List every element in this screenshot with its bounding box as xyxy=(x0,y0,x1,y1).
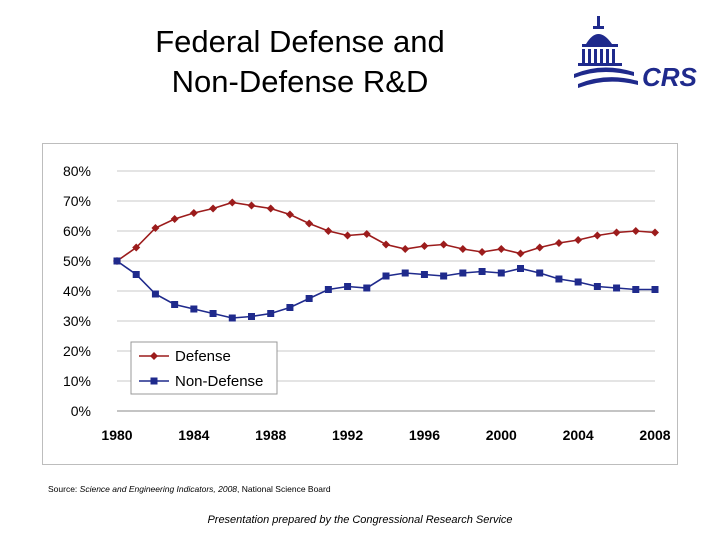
data-point-non-defense xyxy=(248,313,255,320)
data-point-defense xyxy=(285,210,294,219)
x-tick-label: 2004 xyxy=(563,427,594,443)
data-point-defense xyxy=(651,228,659,237)
data-point-non-defense xyxy=(459,269,467,277)
crs-logo: CRS xyxy=(574,16,698,92)
series-line-defense xyxy=(116,201,656,262)
data-point-defense xyxy=(343,231,352,240)
data-point-defense xyxy=(516,249,525,258)
data-point-non-defense xyxy=(382,272,390,280)
data-point-non-defense xyxy=(344,283,352,290)
y-tick-label: 70% xyxy=(63,193,91,209)
x-tick-label: 1980 xyxy=(101,427,132,443)
slide-title: Federal Defense and Non-Defense R&D xyxy=(90,22,510,102)
x-tick-label: 2008 xyxy=(639,427,670,443)
legend-marker-defense xyxy=(150,352,158,360)
source-note: Source: Science and Engineering Indicato… xyxy=(48,484,331,494)
data-point-defense xyxy=(497,245,506,253)
data-point-defense xyxy=(631,227,640,235)
logo-text: CRS xyxy=(642,62,698,92)
series-line-non-defense xyxy=(116,260,655,319)
x-tick-label: 1996 xyxy=(409,427,440,443)
data-point-defense xyxy=(228,198,237,207)
data-point-defense xyxy=(574,236,583,244)
title-line-1: Federal Defense and xyxy=(155,24,445,59)
data-point-defense xyxy=(132,243,141,252)
data-point-non-defense xyxy=(440,272,448,280)
data-point-defense xyxy=(593,231,602,240)
data-point-non-defense xyxy=(401,269,409,277)
y-tick-label: 20% xyxy=(63,343,91,359)
data-point-non-defense xyxy=(651,286,659,293)
data-point-non-defense xyxy=(113,257,121,265)
data-point-non-defense xyxy=(613,284,621,292)
data-point-defense xyxy=(170,215,179,223)
legend-label: Defense xyxy=(175,348,231,365)
data-point-non-defense xyxy=(363,284,371,292)
data-point-non-defense xyxy=(555,275,563,283)
data-point-defense xyxy=(209,204,218,213)
data-point-non-defense xyxy=(632,286,640,293)
data-point-defense xyxy=(458,245,467,253)
data-point-non-defense xyxy=(497,269,505,277)
data-point-non-defense xyxy=(517,265,524,272)
legend-label: Non-Defense xyxy=(175,373,263,390)
legend-box xyxy=(130,341,278,395)
data-point-non-defense xyxy=(171,301,179,308)
x-tick-label: 1992 xyxy=(332,427,363,443)
title-line-2: Non-Defense R&D xyxy=(171,64,429,99)
data-point-non-defense xyxy=(267,310,275,317)
data-point-defense xyxy=(554,239,563,247)
data-point-defense xyxy=(439,240,448,249)
data-point-non-defense xyxy=(478,268,486,275)
y-tick-label: 10% xyxy=(63,373,91,389)
data-point-non-defense xyxy=(305,295,313,302)
data-point-defense xyxy=(420,242,429,250)
data-point-defense xyxy=(362,230,371,238)
data-point-defense xyxy=(612,228,621,237)
data-point-non-defense xyxy=(536,269,544,277)
data-point-non-defense xyxy=(190,305,198,313)
data-point-non-defense xyxy=(593,283,601,290)
data-point-defense xyxy=(247,201,256,210)
data-point-non-defense xyxy=(209,310,217,317)
data-point-non-defense xyxy=(151,290,159,298)
data-point-non-defense xyxy=(132,271,140,278)
data-point-non-defense xyxy=(286,304,294,311)
data-point-defense xyxy=(478,248,487,256)
data-point-non-defense xyxy=(574,278,582,286)
y-tick-label: 40% xyxy=(63,283,91,299)
y-tick-label: 0% xyxy=(71,403,91,419)
legend-marker-non-defense xyxy=(150,377,158,385)
y-tick-label: 80% xyxy=(63,163,91,179)
data-point-defense xyxy=(535,243,544,252)
data-point-defense xyxy=(266,204,275,213)
data-point-defense xyxy=(382,240,390,249)
line-chart: 0% 10% 20% 30% 40% 50% 60% 70% 80% 1980 1984 1988 19… xyxy=(63,163,671,443)
data-point-non-defense xyxy=(228,314,236,322)
data-point-defense xyxy=(401,245,410,253)
footer-credit: Presentation prepared by the Congression… xyxy=(207,514,513,526)
y-tick-label: 60% xyxy=(63,223,91,239)
capitol-dome-icon xyxy=(574,16,638,88)
source-publication: Science and Engineering Indicators, 2008 xyxy=(79,484,238,494)
y-tick-label: 50% xyxy=(63,253,91,269)
data-point-defense xyxy=(151,224,160,232)
chart-frame: 0% 10% 20% 30% 40% 50% 60% 70% 80% 1980 1984 1988 19… xyxy=(42,143,678,465)
data-point-defense xyxy=(324,227,333,235)
data-point-defense xyxy=(189,209,198,217)
data-point-non-defense xyxy=(420,271,428,278)
x-tick-label: 1984 xyxy=(178,427,209,443)
data-point-non-defense xyxy=(324,286,332,293)
x-tick-label: 1988 xyxy=(255,427,286,443)
source-label: Source: xyxy=(48,484,78,494)
data-point-defense xyxy=(305,219,314,228)
source-organization: , National Science Board xyxy=(237,484,331,494)
x-tick-label: 2000 xyxy=(486,427,517,443)
y-tick-label: 30% xyxy=(63,313,91,329)
